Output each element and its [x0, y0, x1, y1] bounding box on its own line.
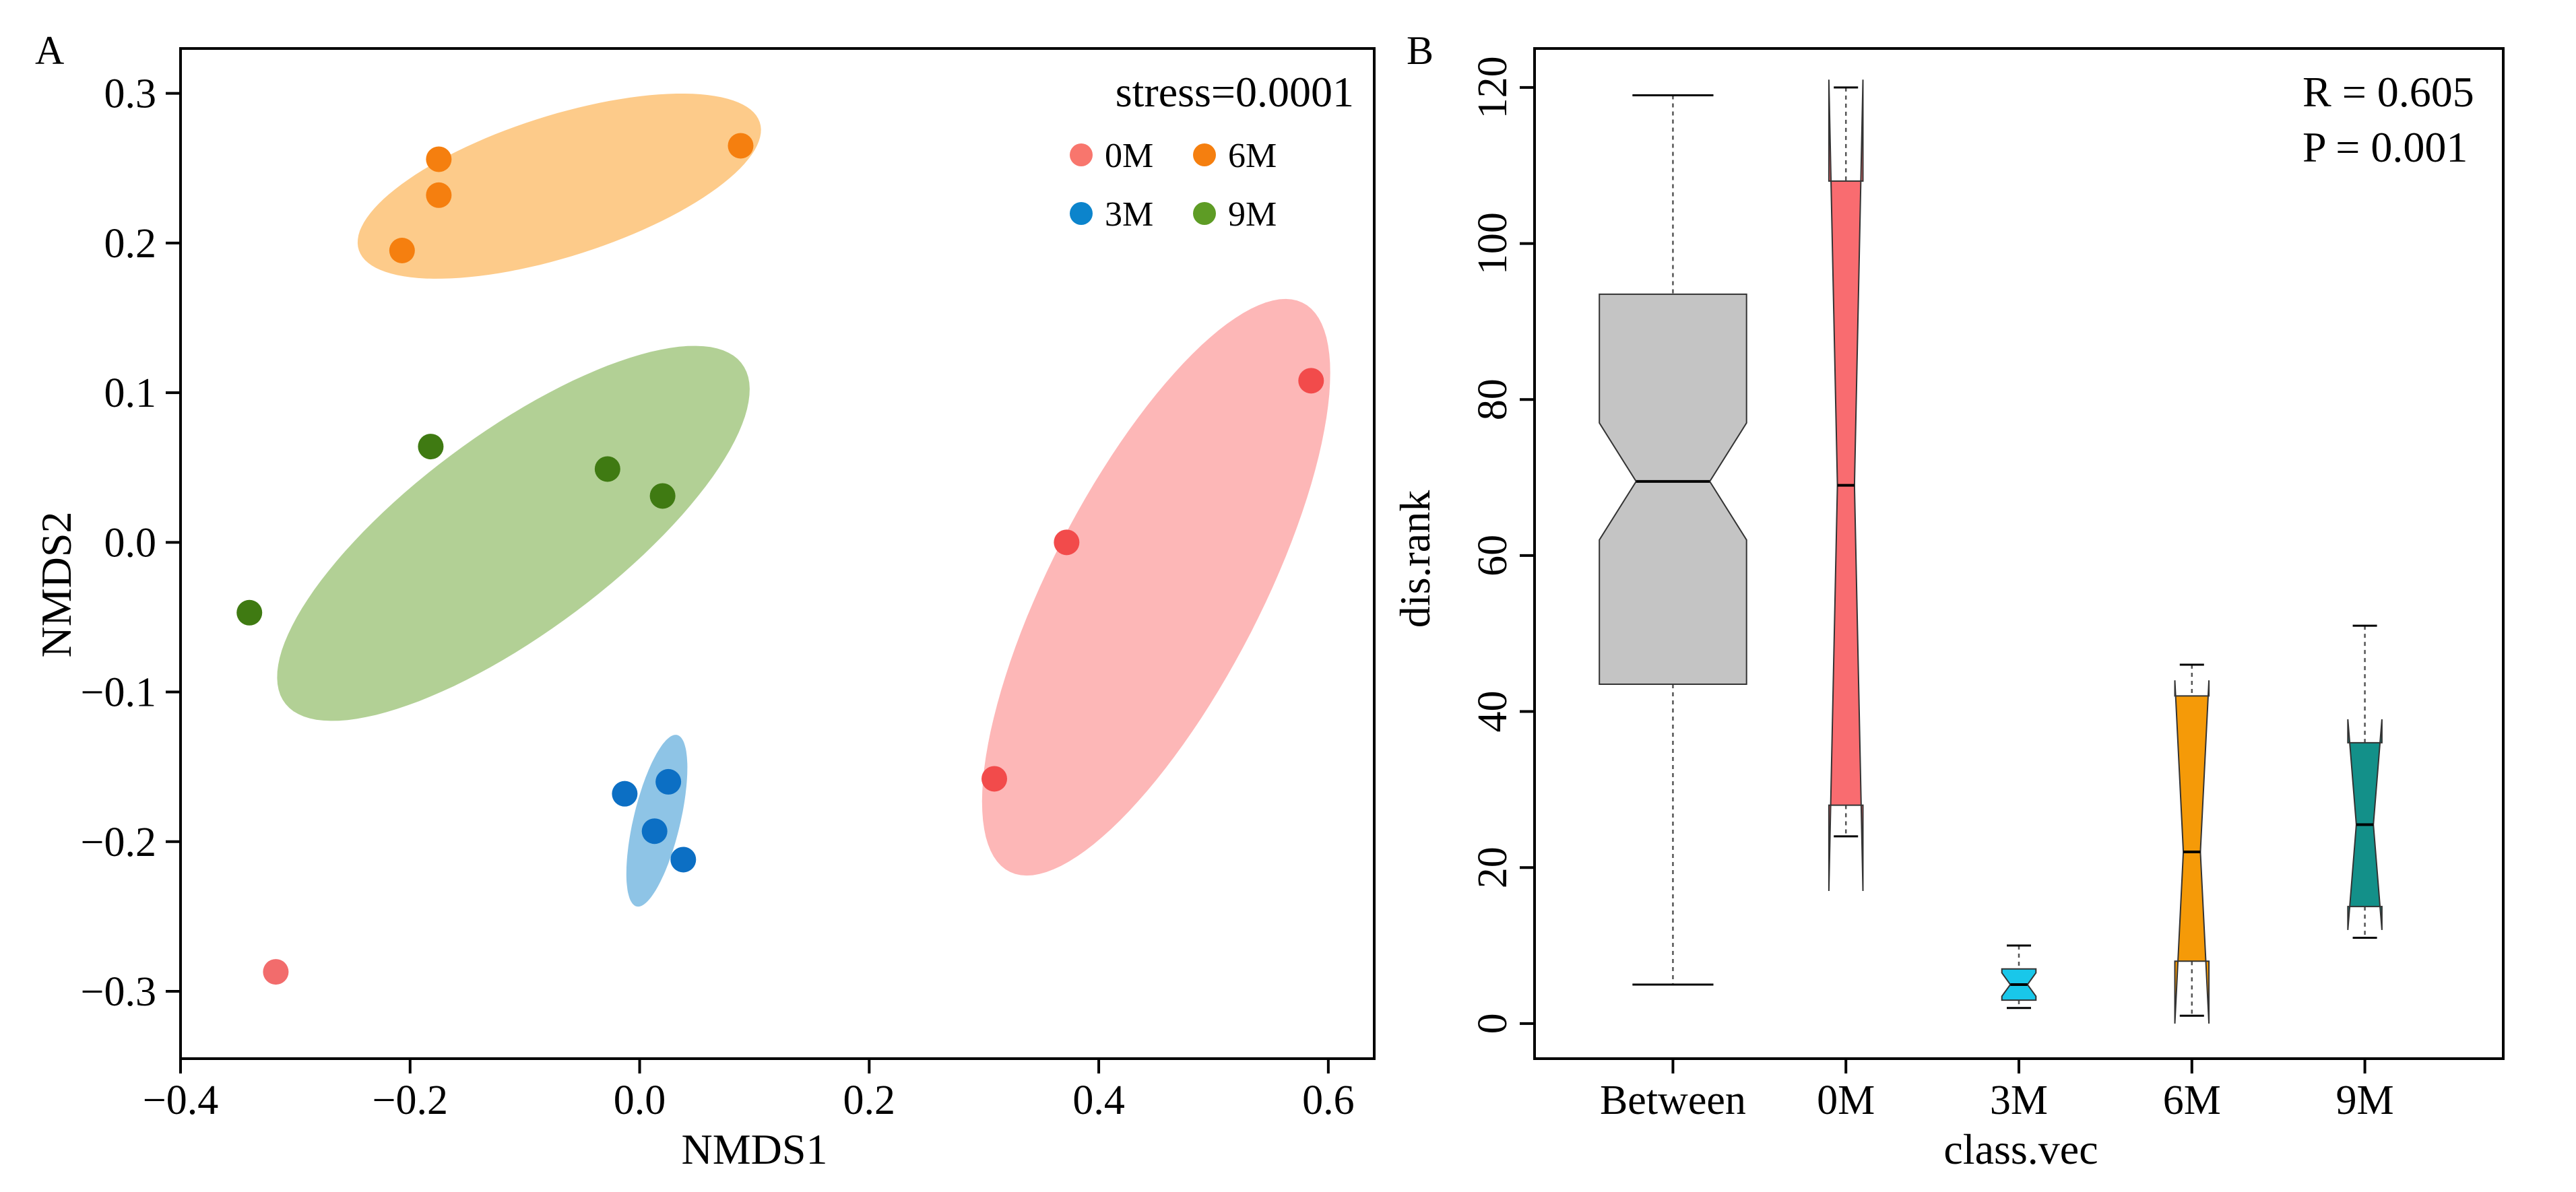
p-value: P = 0.001 [2303, 123, 2468, 171]
x-tick-label: −0.4 [143, 1078, 218, 1123]
legend-label-9m: 9M [1228, 195, 1277, 234]
anosim-panel: B Between 0M 3M 6M 9M 0 20 40 60 80 100 120 class.… [1391, 28, 2505, 1173]
ellipse-9m [277, 345, 750, 721]
legend-label-3m: 3M [1105, 195, 1153, 234]
x-tick-label-6m: 6M [2163, 1078, 2221, 1123]
x-tick-label-between: Between [1600, 1078, 1746, 1123]
box-6m [2174, 663, 2210, 1024]
point-6m-1 [426, 146, 452, 172]
y-axis-title-b: dis.rank [1391, 490, 1439, 628]
r-statistic: R = 0.605 [2303, 68, 2474, 116]
y-tick-label: 20 [1470, 847, 1516, 888]
legend-swatch-0m [1070, 143, 1093, 166]
y-tick-label: 100 [1470, 212, 1516, 275]
stress-annotation: stress=0.0001 [1116, 68, 1354, 116]
legend-swatch-6m [1193, 143, 1216, 166]
nmds-panel: A −0.4 −0.2 0.0 0.2 0.4 0.6 0.3 0.2 0.1 0.0 −0.1 −… [32, 28, 1376, 1173]
x-tick-label: 0.6 [1302, 1078, 1355, 1123]
y-tick-label: 0.1 [104, 370, 157, 416]
box-body [1599, 293, 1747, 685]
point-0m-1 [1298, 368, 1324, 394]
box-between [1599, 94, 1747, 986]
x-tick-label-0m: 0M [1817, 1078, 1875, 1123]
legend: 0M 6M 3M 9M [1070, 137, 1277, 234]
point-6m-4 [728, 133, 754, 159]
panel-label-b: B [1407, 28, 1434, 73]
x-tick-label: 0.0 [614, 1078, 666, 1123]
legend-label-6m: 6M [1228, 137, 1277, 175]
point-0m-outlier-1 [263, 959, 289, 985]
point-3m-4 [670, 847, 697, 873]
plot-frame-a [179, 47, 1376, 1060]
y-tick-label: 0.0 [104, 520, 157, 566]
boxplots [1599, 79, 2383, 1024]
x-axis-b: Between 0M 3M 6M 9M [1600, 1059, 2394, 1123]
legend-swatch-9m [1193, 202, 1216, 225]
x-tick-label: 0.2 [843, 1078, 896, 1123]
y-axis-title-a: NMDS2 [32, 512, 80, 658]
ellipse-6m [357, 94, 761, 279]
y-tick-label: 60 [1470, 535, 1516, 576]
point-9m-3 [649, 483, 676, 509]
y-axis-a: 0.3 0.2 0.1 0.0 −0.1 −0.2 −0.3 [81, 71, 181, 1015]
point-3m-1 [612, 781, 638, 807]
x-tick-label: −0.2 [373, 1078, 448, 1123]
point-6m-2 [426, 182, 452, 208]
x-tick-label-9m: 9M [2336, 1078, 2394, 1123]
y-tick-label: 0.2 [104, 221, 157, 267]
y-tick-label: 0.3 [104, 71, 157, 117]
y-tick-label: −0.3 [81, 969, 156, 1015]
y-axis-b: 0 20 40 60 80 100 120 [1470, 56, 1535, 1034]
y-tick-label: 40 [1470, 691, 1516, 733]
point-3m-3 [641, 818, 668, 845]
point-3m-2 [655, 768, 682, 795]
legend-swatch-3m [1070, 202, 1093, 225]
x-tick-label: 0.4 [1072, 1078, 1125, 1123]
box-3m [2001, 944, 2037, 1009]
point-6m-3 [389, 238, 415, 263]
scatter-points [236, 133, 1324, 985]
y-tick-label: 120 [1470, 56, 1516, 119]
y-tick-label: −0.1 [81, 670, 156, 716]
x-tick-label-3m: 3M [1990, 1078, 2048, 1123]
x-axis-title-a: NMDS1 [682, 1125, 828, 1173]
ellipse-0m [981, 298, 1330, 876]
point-9m-4 [236, 599, 263, 626]
x-axis-a: −0.4 −0.2 0.0 0.2 0.4 0.6 [143, 1059, 1355, 1123]
box-0m [1828, 79, 1864, 892]
group-ellipses [277, 94, 1330, 907]
panel-label-a: A [35, 28, 64, 73]
legend-label-0m: 0M [1105, 137, 1153, 175]
y-tick-label: −0.2 [81, 820, 156, 865]
point-9m-1 [418, 434, 444, 460]
point-9m-2 [594, 456, 620, 482]
y-tick-label: 0 [1470, 1013, 1516, 1034]
point-0m-2 [1054, 529, 1080, 556]
y-tick-label: 80 [1470, 378, 1516, 420]
box-9m [2347, 624, 2383, 939]
x-axis-title-b: class.vec [1943, 1125, 2098, 1173]
point-0m-3 [981, 766, 1008, 792]
